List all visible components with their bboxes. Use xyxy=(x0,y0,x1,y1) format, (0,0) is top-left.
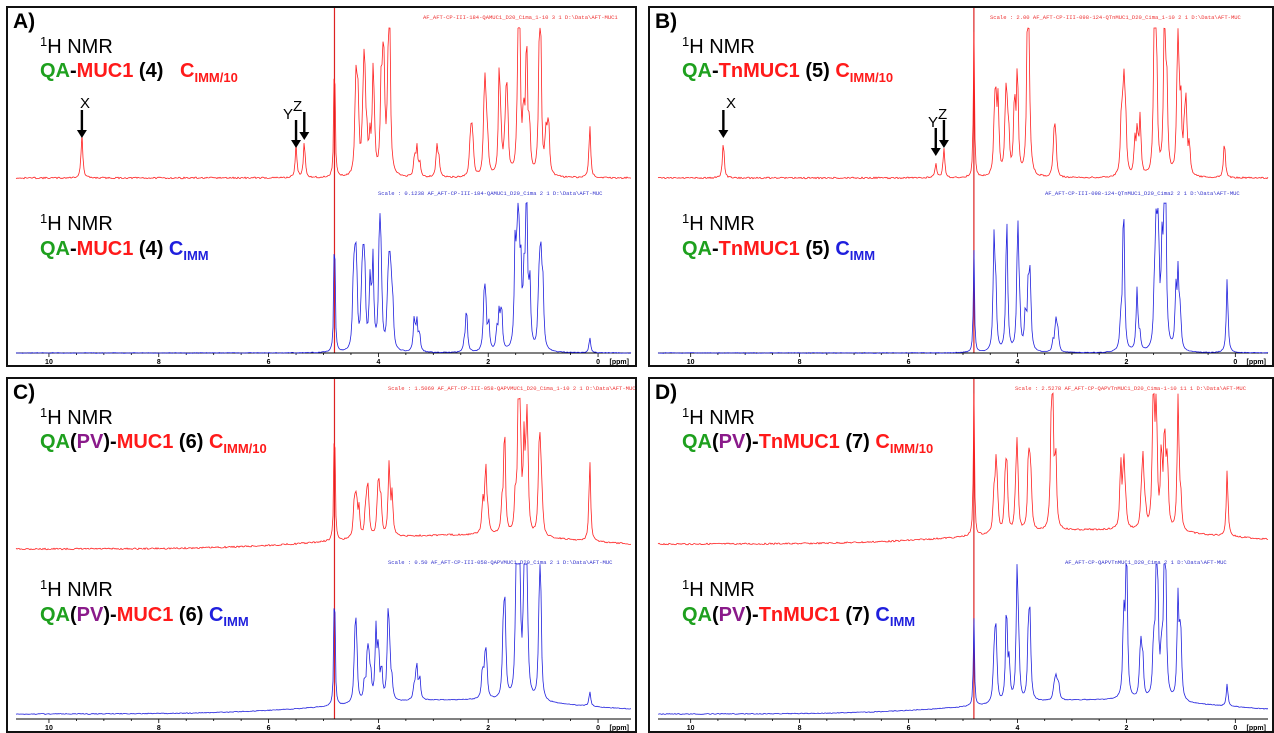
marker-x: X xyxy=(726,95,737,112)
x-tick-label: 2 xyxy=(486,359,490,366)
panel-a: 10 8 6 4 2 0 [ppm] A) AF_AFT-CP-III-184-QAMUC1… xyxy=(6,6,637,367)
marker-x: X xyxy=(80,95,91,112)
panel-c: 10 8 6 4 2 0 [ppm] C) Scale : 1.5069 AF_AFT-CP… xyxy=(6,377,637,733)
compound-label-top: QA-MUC1 (4) CIMM/10 xyxy=(40,60,238,85)
x-tick-label: 2 xyxy=(486,725,490,732)
x-tick-label: 0 xyxy=(1233,725,1237,732)
ppm-label: [ppm] xyxy=(610,359,629,366)
marker-z: Z xyxy=(938,106,948,123)
x-tick-label: 4 xyxy=(376,725,380,732)
spectrum-bottom xyxy=(657,563,1269,715)
x-tick-label: 4 xyxy=(1016,359,1020,366)
marker-z: Z xyxy=(293,98,303,115)
x-tick-label: 2 xyxy=(1124,725,1128,732)
x-tick-label: 0 xyxy=(596,725,600,732)
header-top: AF_AFT-CP-III-184-QAMUC1_D20_Cima_1-10 3… xyxy=(423,14,618,21)
x-tick-label: 6 xyxy=(907,725,911,732)
nmr-label-bottom: 1H NMR xyxy=(682,577,755,601)
panel-label: B) xyxy=(655,10,678,33)
ppm-label: [ppm] xyxy=(610,725,629,732)
compound-label-bottom: QA(PV)-MUC1 (6) CIMM xyxy=(40,604,249,629)
nmr-label-bottom: 1H NMR xyxy=(40,211,113,235)
x-tick-label: 8 xyxy=(157,359,161,366)
x-tick-label: 10 xyxy=(45,359,53,366)
x-tick-label: 4 xyxy=(376,359,380,366)
x-tick-label: 6 xyxy=(267,359,271,366)
spectrum-top xyxy=(657,392,1269,546)
compound-label-bottom: QA(PV)-TnMUC1 (7) CIMM xyxy=(682,604,916,629)
header-bottom: Scale : 0.1238 AF_AFT-CP-III-184-QAMUC1_… xyxy=(378,190,603,197)
header-bottom: AF_AFT-CP-III-098-124-QTnMUC1_D20_Cima2 … xyxy=(1045,190,1240,197)
spectrum-bottom xyxy=(15,563,632,715)
compound-label-bottom: QA-MUC1 (4) CIMM xyxy=(40,238,209,263)
spectrum-bottom xyxy=(657,202,1269,354)
marker-arrow-head xyxy=(718,130,729,138)
marker-y: Y xyxy=(283,106,294,123)
header-top: Scale : 2.00 AF_AFT-CP-III-098-124-QTnMU… xyxy=(990,14,1241,21)
panel-label: C) xyxy=(13,381,36,404)
compound-label-bottom: QA-TnMUC1 (5) CIMM xyxy=(682,238,876,263)
header-top: Scale : 1.5069 AF_AFT-CP-III-058-QAPVMUC… xyxy=(388,385,636,392)
spectrum-svg-c: 10 8 6 4 2 0 [ppm] xyxy=(15,379,632,732)
panel-b: 10 8 6 4 2 0 [ppm] B) Scale : 2.00 AF_AFT-CP-I… xyxy=(648,6,1274,367)
compound-label-top: QA(PV)-TnMUC1 (7) CIMM/10 xyxy=(682,431,934,456)
nmr-label-top: 1H NMR xyxy=(682,405,755,429)
spectrum-bottom xyxy=(15,201,632,354)
x-tick-label: 0 xyxy=(1233,359,1237,366)
x-tick-label: 10 xyxy=(687,359,695,366)
spectrum-top xyxy=(657,27,1269,180)
ppm-label: [ppm] xyxy=(1247,359,1266,366)
marker-arrow-head xyxy=(299,132,310,140)
x-tick-label: 4 xyxy=(1016,725,1020,732)
x-tick-label: 6 xyxy=(907,359,911,366)
panel-label: D) xyxy=(655,381,678,404)
panel-d: 10 8 6 4 2 0 [ppm] D) Scale : 2.5278 AF_AFT-CP… xyxy=(648,377,1274,733)
x-tick-label: 10 xyxy=(45,725,53,732)
spectrum-svg-d: 10 8 6 4 2 0 [ppm] xyxy=(657,379,1269,732)
nmr-label-bottom: 1H NMR xyxy=(40,577,113,601)
x-tick-label: 6 xyxy=(267,725,271,732)
x-tick-label: 8 xyxy=(157,725,161,732)
panel-label: A) xyxy=(13,10,36,33)
nmr-label-top: 1H NMR xyxy=(682,34,755,58)
compound-label-top: QA(PV)-MUC1 (6) CIMM/10 xyxy=(40,431,267,456)
nmr-label-top: 1H NMR xyxy=(40,405,113,429)
marker-arrow-head xyxy=(930,148,941,156)
nmr-label-top: 1H NMR xyxy=(40,34,113,58)
marker-arrow-head xyxy=(291,140,302,148)
header-bottom: AF_AFT-CP-QAPVTnMUC1_D20_Cima 2 1 D:\Dat… xyxy=(1065,559,1227,566)
nmr-label-bottom: 1H NMR xyxy=(682,211,755,235)
x-tick-label: 10 xyxy=(687,725,695,732)
spectrum-top xyxy=(15,397,632,551)
spectrum-svg-b: 10 8 6 4 2 0 [ppm] xyxy=(657,8,1269,366)
ppm-label: [ppm] xyxy=(1247,725,1266,732)
header-bottom: Scale : 0.50 AF_AFT-CP-III-058-QAPVMUC1_… xyxy=(388,559,613,566)
compound-label-top: QA-TnMUC1 (5) CIMM/10 xyxy=(682,60,894,85)
marker-arrow-head xyxy=(938,140,949,148)
x-tick-label: 8 xyxy=(798,725,802,732)
spectrum-svg-a: 10 8 6 4 2 0 [ppm] xyxy=(15,8,632,366)
x-tick-label: 0 xyxy=(596,359,600,366)
x-tick-label: 2 xyxy=(1124,359,1128,366)
spectrum-top xyxy=(15,27,632,180)
header-top: Scale : 2.5278 AF_AFT-CP-QAPVTnMUC1_D20_… xyxy=(1015,385,1247,392)
marker-arrow-head xyxy=(76,130,87,138)
x-tick-label: 8 xyxy=(798,359,802,366)
marker-y: Y xyxy=(928,114,939,131)
